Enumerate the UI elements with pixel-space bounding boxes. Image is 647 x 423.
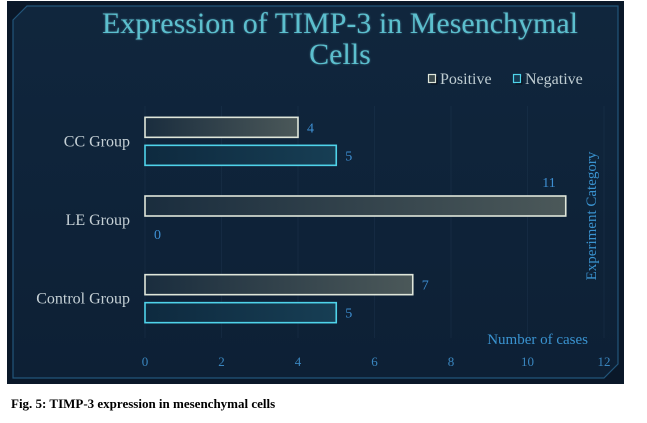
x-tick-label: 2 (218, 354, 225, 369)
category-axis: CC Group LE Group Control Group (36, 133, 130, 307)
gridlines (144, 106, 605, 338)
value-axis: 0 2 4 6 8 10 12 (142, 354, 611, 369)
x-tick-label: 8 (448, 354, 455, 369)
bar-positive-le-group (144, 195, 567, 217)
legend-item-positive: Positive (427, 71, 492, 88)
data-label-positive-cc-group: 4 (307, 121, 314, 136)
legend-swatch-negative (512, 73, 522, 84)
bar-positive-control-group (144, 273, 414, 296)
x-axis-title: Number of cases (487, 332, 588, 348)
x-tick-label: 6 (371, 354, 378, 369)
data-label-positive-control-group: 7 (422, 279, 429, 294)
legend-swatch-positive (427, 73, 437, 84)
legend-label-negative: Negative (525, 71, 583, 88)
figure-caption: Fig. 5: TIMP-3 expression in mesenchymal… (11, 396, 276, 411)
data-label-negative-cc-group: 5 (345, 149, 352, 164)
data-label-positive-le-group: 11 (542, 176, 555, 191)
y-category-label-cc-group: CC Group (64, 133, 130, 150)
x-tick-label: 12 (598, 354, 611, 369)
legend: Positive Negative (427, 71, 583, 88)
y-category-label-le-group: LE Group (66, 212, 130, 229)
y-axis-title: Experiment Category (584, 151, 600, 280)
bar-negative-cc-group (144, 144, 338, 167)
data-label-negative-le-group: 0 (154, 228, 161, 243)
chart-title: Expression of TIMP-3 in Mesenchymal Cell… (101, 7, 579, 71)
x-tick-label: 0 (142, 354, 149, 369)
bar-negative-control-group (144, 301, 338, 324)
x-tick-label: 10 (521, 354, 534, 369)
data-label-layer: 4 5 11 0 7 5 (154, 121, 556, 321)
y-category-label-control-group: Control Group (36, 291, 130, 308)
legend-label-positive: Positive (440, 71, 492, 88)
legend-item-negative: Negative (512, 71, 583, 88)
bar-layer (144, 116, 567, 324)
bar-positive-cc-group (144, 116, 299, 139)
data-label-negative-control-group: 5 (345, 307, 352, 322)
x-tick-label: 4 (295, 354, 302, 369)
